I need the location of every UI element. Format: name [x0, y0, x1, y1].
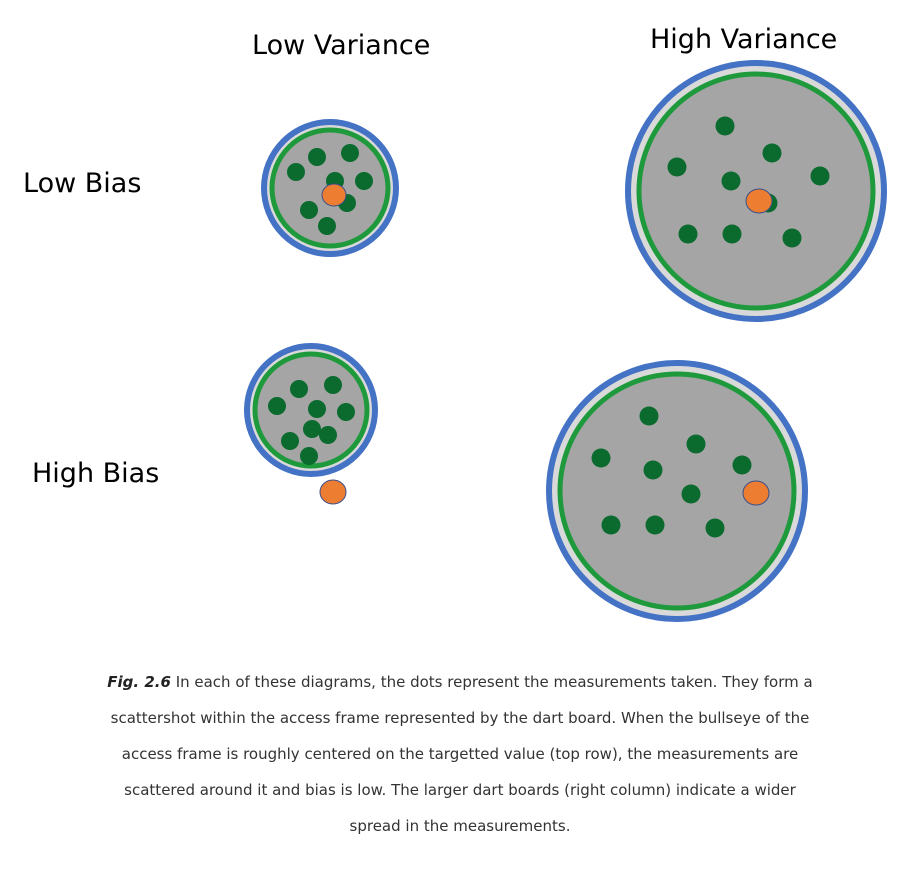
board-high-bias-high-variance	[546, 360, 808, 622]
target-dot	[742, 480, 770, 506]
measurement-dot	[686, 434, 706, 454]
caption-text: In each of these diagrams, the dots repr…	[110, 673, 813, 835]
measurement-dot	[303, 420, 321, 438]
column-label-high-variance: High Variance	[650, 24, 838, 55]
measurement-dot	[290, 380, 308, 398]
board-high-bias-low-variance	[244, 343, 378, 505]
target-dot	[321, 183, 347, 207]
measurement-dot	[337, 403, 355, 421]
measurement-dot	[324, 376, 342, 394]
board-low-bias-low-variance	[261, 119, 399, 257]
measurement-dot	[645, 515, 665, 535]
measurement-dot	[639, 406, 659, 426]
board-low-bias-high-variance	[625, 60, 887, 322]
figure-caption: Fig. 2.6 In each of these diagrams, the …	[100, 664, 820, 844]
measurement-dot	[601, 515, 621, 535]
measurement-dot	[308, 400, 326, 418]
measurement-dot	[341, 144, 359, 162]
measurement-dot	[281, 432, 299, 450]
column-label-low-variance: Low Variance	[252, 30, 431, 61]
measurement-dot	[721, 171, 741, 191]
measurement-dot	[591, 448, 611, 468]
measurement-dot	[355, 172, 373, 190]
measurement-dot	[678, 224, 698, 244]
measurement-dot	[300, 201, 318, 219]
row-label-high-bias: High Bias	[32, 458, 160, 489]
measurement-dot	[308, 148, 326, 166]
measurement-dot	[715, 116, 735, 136]
measurement-dot	[732, 455, 752, 475]
measurement-dot	[318, 217, 336, 235]
measurement-dot	[287, 163, 305, 181]
measurement-dot	[643, 460, 663, 480]
bias-variance-diagram	[244, 60, 887, 622]
row-label-low-bias: Low Bias	[23, 168, 142, 199]
measurement-dot	[762, 143, 782, 163]
target-dot	[745, 188, 773, 214]
measurement-dot	[300, 447, 318, 465]
measurement-dot	[681, 484, 701, 504]
measurement-dot	[722, 224, 742, 244]
measurement-dot	[782, 228, 802, 248]
target-dot	[319, 479, 347, 505]
measurement-dot	[319, 426, 337, 444]
figure-label: Fig. 2.6	[107, 673, 171, 691]
inner-ring	[557, 371, 797, 611]
measurement-dot	[810, 166, 830, 186]
measurement-dot	[667, 157, 687, 177]
measurement-dot	[268, 397, 286, 415]
measurement-dot	[705, 518, 725, 538]
